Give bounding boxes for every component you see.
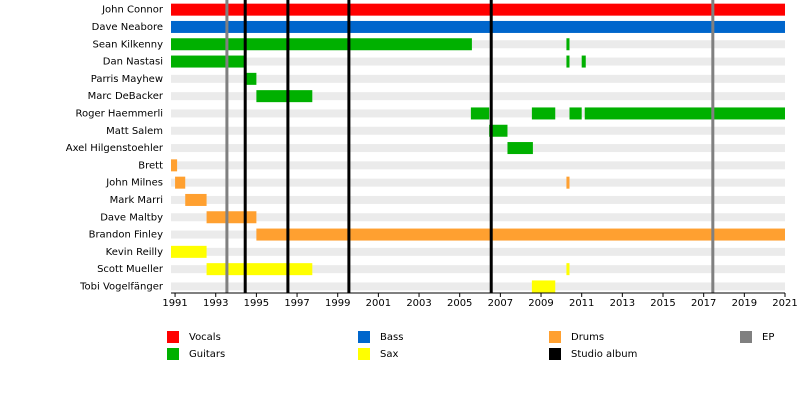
membership-bar bbox=[171, 159, 178, 172]
member-label: Brandon Finley bbox=[89, 230, 163, 241]
x-tick-label: 1995 bbox=[244, 298, 269, 309]
row-stripe bbox=[171, 282, 785, 291]
member-label: Scott Mueller bbox=[97, 264, 164, 275]
membership-bar bbox=[175, 176, 186, 189]
x-tick-label: 1997 bbox=[284, 298, 309, 309]
membership-bar bbox=[566, 263, 570, 276]
member-label: Parris Mayhew bbox=[91, 74, 163, 85]
row-stripe bbox=[171, 161, 785, 170]
member-label: Matt Salem bbox=[106, 126, 163, 137]
row-stripe bbox=[171, 178, 785, 187]
membership-bar bbox=[566, 176, 570, 189]
legend-label: Bass bbox=[380, 332, 403, 343]
membership-bar bbox=[569, 107, 582, 120]
legend-label: Studio album bbox=[571, 349, 637, 360]
x-tick-label: 1991 bbox=[162, 298, 187, 309]
row-stripe bbox=[171, 213, 785, 222]
member-label: Tobi Vogelfänger bbox=[79, 281, 164, 292]
x-tick-label: 2013 bbox=[610, 298, 635, 309]
membership-bar bbox=[581, 55, 586, 68]
membership-bar bbox=[507, 142, 533, 155]
x-tick-label: 2015 bbox=[650, 298, 675, 309]
row-stripe bbox=[171, 40, 785, 49]
membership-bar bbox=[531, 107, 556, 120]
member-label: Sean Kilkenny bbox=[93, 39, 164, 50]
row-stripe bbox=[171, 195, 785, 204]
legend-swatch bbox=[740, 331, 752, 343]
membership-bar bbox=[206, 211, 257, 224]
x-tick-label: 2011 bbox=[569, 298, 594, 309]
x-tick-label: 2003 bbox=[406, 298, 431, 309]
membership-bar bbox=[185, 193, 207, 206]
membership-bar bbox=[245, 72, 257, 85]
membership-bar bbox=[171, 3, 785, 16]
x-tick-label: 2009 bbox=[528, 298, 553, 309]
legend-swatch bbox=[358, 331, 370, 343]
membership-bar bbox=[489, 124, 508, 137]
membership-bar bbox=[566, 38, 570, 51]
legend-swatch bbox=[167, 348, 179, 360]
legend-label: Sax bbox=[380, 349, 398, 360]
member-label: Dave Neabore bbox=[92, 22, 163, 33]
x-tick-label: 2021 bbox=[772, 298, 797, 309]
legend-swatch bbox=[358, 348, 370, 360]
legend-swatch bbox=[549, 331, 561, 343]
legend-label: EP bbox=[762, 332, 774, 343]
member-label: John Connor bbox=[101, 5, 164, 16]
row-stripe bbox=[171, 144, 785, 153]
membership-bar bbox=[256, 228, 785, 241]
member-label: Axel Hilgenstoehler bbox=[66, 143, 164, 154]
x-tick-label: 2019 bbox=[732, 298, 757, 309]
legend-swatch bbox=[549, 348, 561, 360]
x-tick-label: 1993 bbox=[203, 298, 228, 309]
membership-bar bbox=[171, 245, 207, 258]
legend-label: Drums bbox=[571, 332, 604, 343]
membership-bar bbox=[206, 263, 313, 276]
membership-bar bbox=[171, 20, 785, 33]
membership-bar bbox=[171, 38, 472, 51]
x-tick-label: 2017 bbox=[691, 298, 716, 309]
member-label: Dan Nastasi bbox=[103, 57, 163, 68]
member-label: Brett bbox=[138, 160, 163, 171]
x-tick-label: 1999 bbox=[325, 298, 350, 309]
x-tick-label: 2001 bbox=[366, 298, 391, 309]
legend-label: Vocals bbox=[189, 332, 221, 343]
membership-bar bbox=[531, 280, 556, 293]
membership-bar bbox=[256, 90, 313, 103]
membership-bar bbox=[584, 107, 785, 120]
row-stripe bbox=[171, 57, 785, 66]
membership-bar bbox=[171, 55, 246, 68]
row-stripe bbox=[171, 92, 785, 101]
legend-swatch bbox=[167, 331, 179, 343]
row-stripe bbox=[171, 265, 785, 274]
row-stripe bbox=[171, 247, 785, 256]
row-stripe bbox=[171, 126, 785, 135]
x-tick-label: 2007 bbox=[488, 298, 513, 309]
row-stripe bbox=[171, 74, 785, 83]
member-label: Roger Haemmerli bbox=[75, 108, 163, 119]
membership-bar bbox=[566, 55, 570, 68]
x-tick-label: 2005 bbox=[447, 298, 472, 309]
membership-bar bbox=[470, 107, 490, 120]
legend-label: Guitars bbox=[189, 349, 225, 360]
member-label: Mark Marri bbox=[110, 195, 163, 206]
member-label: Marc DeBacker bbox=[88, 91, 164, 102]
member-label: John Milnes bbox=[105, 178, 163, 189]
member-label: Kevin Reilly bbox=[106, 247, 163, 258]
member-label: Dave Maltby bbox=[100, 212, 163, 223]
